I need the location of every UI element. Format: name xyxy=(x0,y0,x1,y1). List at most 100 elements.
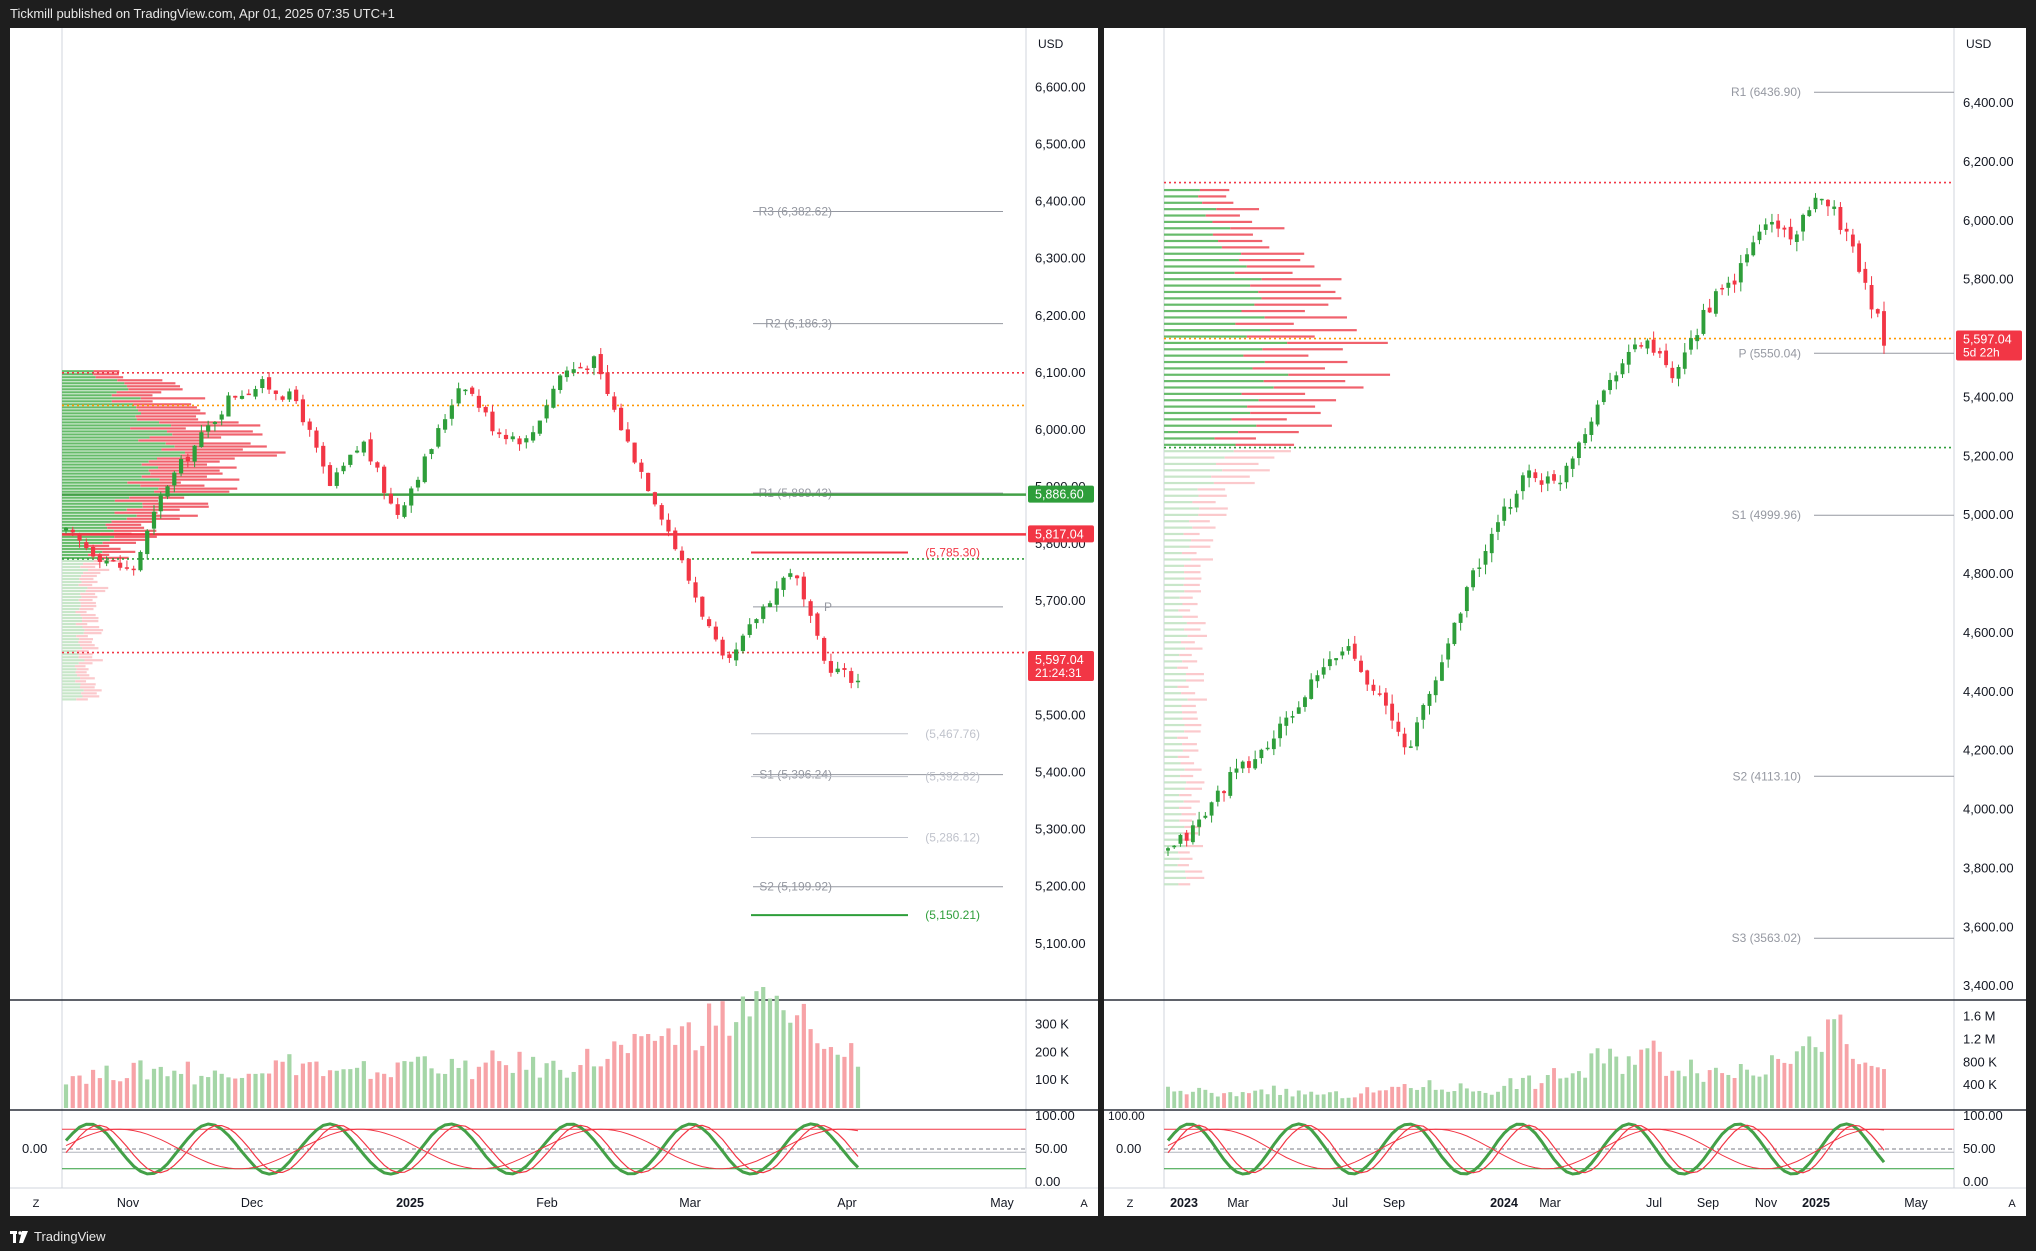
volume-profile-bar xyxy=(1186,781,1205,784)
volume-profile-bar xyxy=(62,496,130,499)
candle-body xyxy=(1172,845,1177,848)
volume-bar xyxy=(124,1078,130,1108)
volume-profile-bar xyxy=(79,686,95,689)
candle-body xyxy=(1371,684,1376,691)
volume-bar xyxy=(1172,1091,1177,1108)
candle-body xyxy=(598,354,603,375)
volume-profile-bar xyxy=(62,436,150,439)
volume-bar xyxy=(1875,1067,1880,1108)
candle-body xyxy=(713,626,718,640)
volume-bar xyxy=(212,1070,218,1108)
volume-profile-bar xyxy=(1184,564,1201,567)
left-chart-svg[interactable]: USD 6,600.00 6,500.00 6,400.00 6,300.00 6,200… xyxy=(10,28,1098,1216)
candle-body xyxy=(1209,802,1214,816)
volume-profile-bar xyxy=(1164,354,1244,357)
volume-profile-bar xyxy=(1164,316,1265,319)
volume-profile-bar xyxy=(1164,864,1178,867)
left-chart-panel[interactable]: USD 6,600.00 6,500.00 6,400.00 6,300.00 6,200… xyxy=(10,28,1098,1216)
volume-profile-bar xyxy=(62,571,84,575)
volume-profile-bar xyxy=(184,451,286,454)
volume-bar xyxy=(253,1073,258,1108)
volume-bar xyxy=(1247,1093,1251,1108)
volume-bar xyxy=(77,1075,82,1108)
volume-bar xyxy=(375,1072,380,1108)
candle-body xyxy=(1850,234,1855,247)
time-axis-label: Sep xyxy=(1697,1196,1719,1210)
volume-profile-bar xyxy=(1164,628,1185,631)
pivot-level-label: S3 (3563.02) xyxy=(1732,931,1801,945)
volume-bar xyxy=(625,1053,630,1108)
volume-bar xyxy=(1408,1088,1413,1108)
volume-bar xyxy=(442,1073,448,1108)
volume-profile-bar xyxy=(1205,214,1240,217)
candle-body xyxy=(1533,472,1538,479)
footer: TradingView xyxy=(0,1223,2036,1251)
volume-bar xyxy=(1166,1086,1170,1108)
volume-profile-bar xyxy=(62,430,167,433)
candle-body xyxy=(314,430,319,448)
volume-profile-bar xyxy=(1164,641,1181,644)
volume-bar xyxy=(578,1065,583,1108)
candle-body xyxy=(476,395,482,408)
candle-body xyxy=(1645,340,1650,349)
osc-tick-label: 50.00 xyxy=(1035,1141,1068,1156)
candle-body xyxy=(1639,345,1644,347)
candle-body xyxy=(1178,834,1183,844)
volume-profile-bar xyxy=(1181,704,1196,708)
candle-body xyxy=(1222,791,1226,794)
volume-profile-bar xyxy=(136,418,199,421)
right-chart-svg[interactable]: USD 6,400.00 6,200.00 6,000.00 5,800.00 5,400… xyxy=(1104,28,2026,1216)
volume-profile-bar xyxy=(1241,252,1305,255)
price-tick-label: 5,200.00 xyxy=(1963,448,2014,463)
volume-profile-bar xyxy=(1164,220,1213,223)
time-axis-label: May xyxy=(990,1196,1014,1210)
volume-bar xyxy=(1415,1089,1419,1108)
volume-profile-bar xyxy=(62,433,173,436)
volume-bar xyxy=(90,1069,96,1108)
candle-body xyxy=(605,372,610,394)
volume-profile-bar xyxy=(62,394,112,397)
volume-profile-bar xyxy=(117,379,163,382)
candle-body xyxy=(307,421,312,430)
candle-body xyxy=(1278,723,1282,739)
candle-body xyxy=(1826,199,1830,207)
volume-bar xyxy=(503,1065,509,1108)
volume-bar xyxy=(273,1060,278,1108)
volume-bar xyxy=(382,1073,387,1108)
right-chart-panel[interactable]: USD 6,400.00 6,200.00 6,000.00 5,800.00 5,400… xyxy=(1104,28,2026,1216)
volume-profile-bar xyxy=(1164,685,1178,688)
volume-profile-bar xyxy=(1180,762,1195,765)
volume-profile-bar xyxy=(1250,411,1321,415)
volume-profile-bar xyxy=(1164,736,1178,739)
volume-bar xyxy=(1402,1084,1407,1108)
volume-bar xyxy=(1576,1071,1581,1108)
candle-body xyxy=(1315,675,1320,682)
candle-body xyxy=(1682,352,1687,369)
candle-body xyxy=(1583,434,1588,443)
candle-body xyxy=(415,479,421,488)
volume-profile-bar xyxy=(1164,526,1193,529)
volume-bar xyxy=(1608,1048,1612,1108)
volume-bar xyxy=(145,1079,150,1108)
volume-bar xyxy=(1595,1048,1600,1108)
volume-profile-bar xyxy=(62,487,159,490)
volume-profile-bar xyxy=(111,520,153,523)
volume-profile-bar xyxy=(1164,214,1206,217)
volume-profile-bar xyxy=(1177,755,1190,759)
volume-bar xyxy=(530,1056,536,1108)
volume-bar xyxy=(354,1067,360,1108)
candle-body xyxy=(1726,282,1731,288)
volume-bar xyxy=(1626,1056,1631,1108)
candle-body xyxy=(754,619,759,624)
volume-bar xyxy=(192,1084,197,1108)
volume-profile-bar xyxy=(1263,380,1346,383)
volume-tick-label: 200 K xyxy=(1035,1044,1069,1059)
volume-bar xyxy=(1676,1070,1681,1108)
candle-body xyxy=(1365,670,1370,685)
candle-body xyxy=(1558,482,1563,485)
volume-bar xyxy=(842,1056,847,1108)
candle-body xyxy=(1421,705,1426,720)
volume-profile-bar xyxy=(62,535,115,538)
time-axis-label: Feb xyxy=(536,1196,558,1210)
volume-bar xyxy=(476,1066,482,1108)
